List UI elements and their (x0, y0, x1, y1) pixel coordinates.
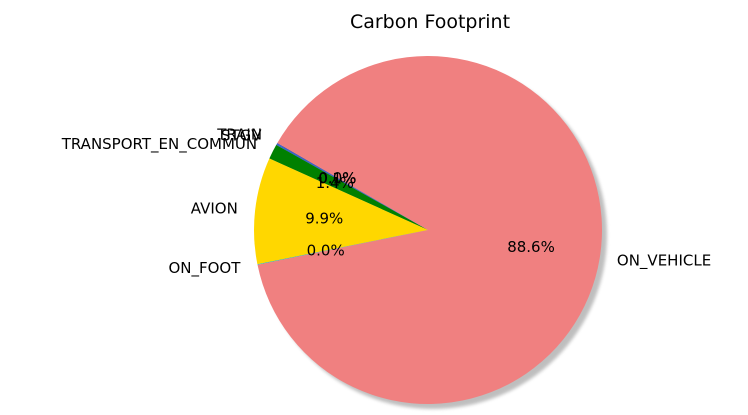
pie-slice-transport-en-commun (269, 144, 428, 230)
pie-slice-on-foot (257, 230, 428, 265)
pie-percent-train: 0.0% (318, 169, 356, 187)
pie-percent-labels: 0.0%0.1%1.4%9.9%0.0% 88.6% (305, 169, 555, 260)
pie-slice-avion (253, 158, 428, 265)
pie-percent-transport-en-commun: 1.4% (316, 174, 354, 192)
pie-slices (253, 56, 602, 404)
pie-label-avion: AVION (191, 199, 238, 217)
pie-slice-stgv (276, 143, 428, 230)
pie-percent-on-foot: 0.0% (307, 242, 345, 260)
pie-label-on-vehicle: ON_VEHICLE (617, 252, 711, 271)
pie-label-train: TRAIN (216, 126, 262, 144)
pie-slice-on-vehicle (257, 56, 602, 404)
pie-label-transport-en-commun: TRANSPORT_EN_COMMUN (61, 135, 257, 154)
pie-label-stgv: STGV (221, 127, 262, 145)
chart-title: Carbon Footprint (350, 11, 510, 33)
pie-percent-stgv: 0.1% (318, 170, 356, 188)
pie-percent-avion: 9.9% (305, 209, 343, 227)
pie-percent-on-vehicle: 88.6% (507, 238, 555, 256)
pie-slice-train (277, 143, 428, 230)
pie-label-on-foot: ON_FOOT (168, 259, 241, 278)
